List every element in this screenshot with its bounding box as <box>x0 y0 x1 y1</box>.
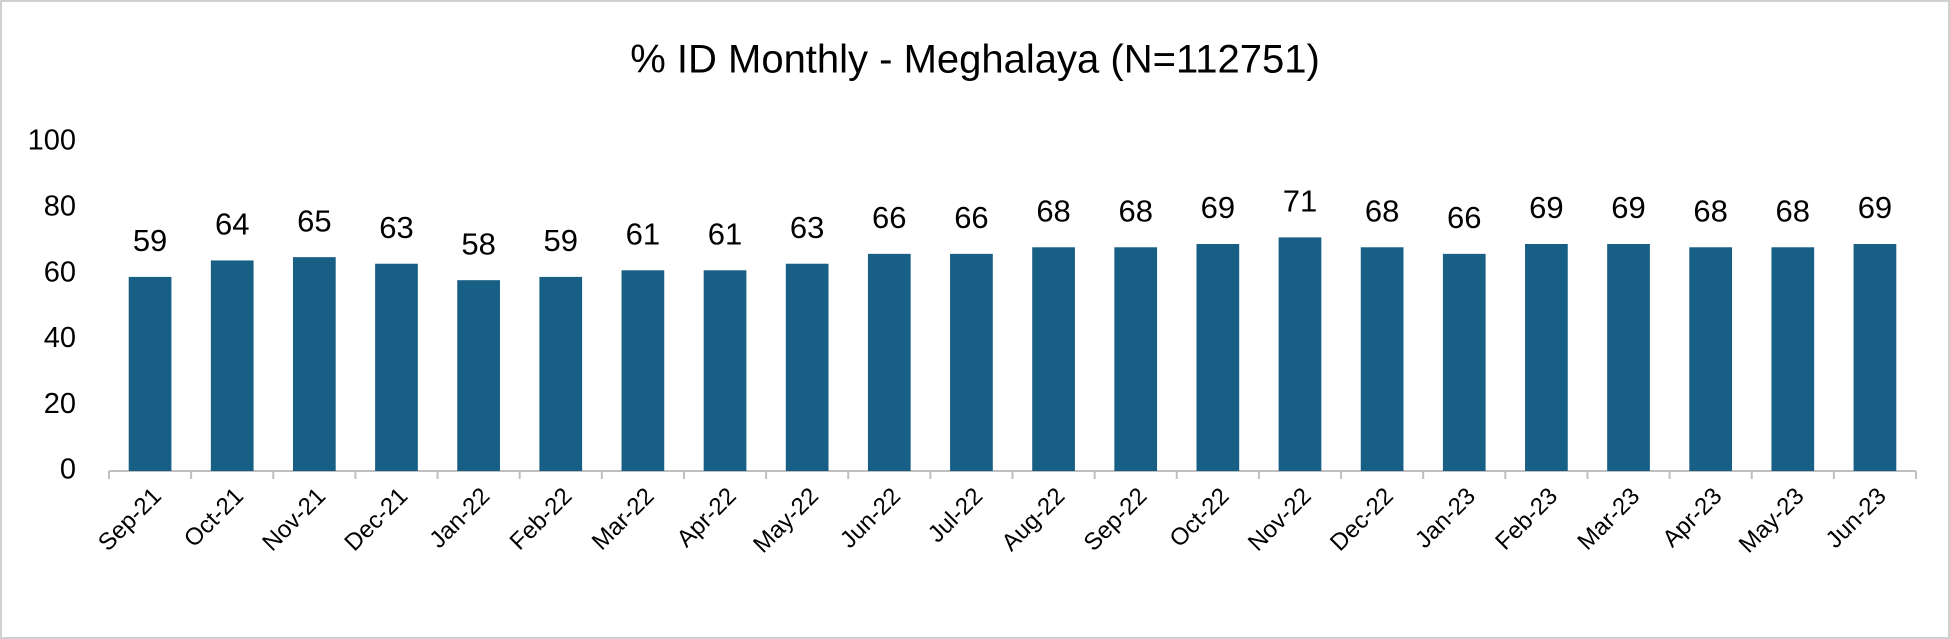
bar <box>1771 247 1815 471</box>
bar <box>1196 243 1240 471</box>
data-label: 63 <box>379 210 413 245</box>
bar <box>1442 253 1486 471</box>
bar <box>1607 243 1650 471</box>
y-tick-label: 60 <box>44 256 76 288</box>
data-label: 68 <box>1036 193 1070 228</box>
y-tick-label: 80 <box>44 190 76 222</box>
data-label: 69 <box>1529 190 1563 225</box>
y-tick-label: 100 <box>28 125 76 157</box>
y-tick-label: 0 <box>60 454 76 486</box>
bar <box>539 276 583 471</box>
bar <box>210 260 254 471</box>
bar <box>1114 247 1158 471</box>
bar <box>867 253 911 471</box>
data-label: 61 <box>626 216 660 251</box>
bar <box>375 263 418 471</box>
bar <box>1689 247 1733 471</box>
data-label: 59 <box>133 223 167 258</box>
data-label: 58 <box>461 226 495 261</box>
bar <box>1525 243 1568 471</box>
data-label: 68 <box>1118 193 1152 228</box>
bar <box>1360 247 1404 471</box>
data-label: 59 <box>544 223 578 258</box>
data-label: 66 <box>1447 200 1481 235</box>
data-label: 64 <box>215 207 249 242</box>
data-label: 66 <box>954 200 988 235</box>
bar <box>128 276 172 471</box>
data-label: 69 <box>1201 190 1235 225</box>
data-label: 68 <box>1776 193 1810 228</box>
bar <box>292 257 336 471</box>
data-label: 69 <box>1858 190 1892 225</box>
data-label: 63 <box>790 210 824 245</box>
bar <box>457 280 500 471</box>
data-label: 65 <box>297 203 331 238</box>
data-label: 61 <box>708 216 742 251</box>
bar <box>621 270 665 471</box>
bar <box>1032 247 1075 471</box>
bar <box>1853 243 1897 471</box>
bar <box>703 270 747 471</box>
data-label: 68 <box>1365 193 1399 228</box>
y-tick-label: 40 <box>44 322 76 354</box>
data-label: 68 <box>1693 193 1727 228</box>
bar <box>950 253 993 471</box>
data-label: 71 <box>1283 184 1317 219</box>
bar <box>785 263 829 471</box>
data-label: 69 <box>1611 190 1645 225</box>
y-tick-label: 20 <box>44 388 76 420</box>
bar <box>1278 237 1322 471</box>
chart-title: % ID Monthly - Meghalaya (N=112751) <box>630 38 1320 82</box>
data-label: 66 <box>872 200 906 235</box>
